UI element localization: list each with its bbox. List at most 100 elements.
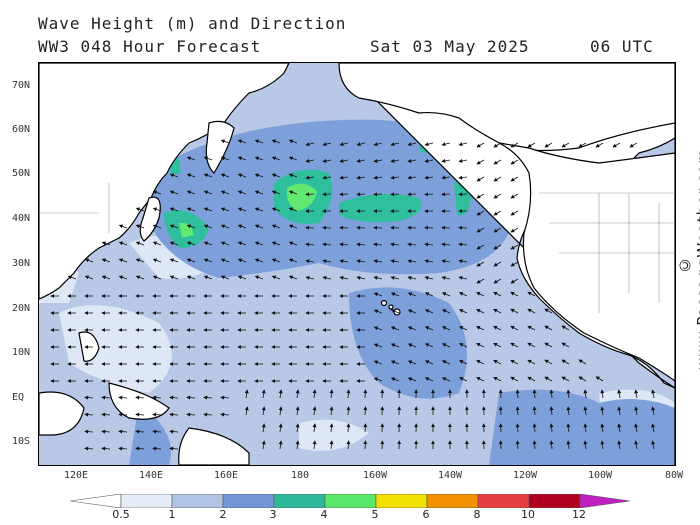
colorbar-min-arrow — [70, 494, 122, 508]
wave-arrow — [101, 412, 111, 417]
wave-arrow — [356, 158, 366, 163]
wave-arrow — [527, 308, 536, 314]
wave-arrow — [135, 241, 145, 246]
lat-label: EQ — [12, 392, 25, 403]
wave-arrow — [651, 423, 656, 433]
wave-arrow — [356, 192, 366, 197]
wave-arrow — [339, 142, 349, 147]
wave-arrow — [203, 395, 213, 400]
wave-arrow — [583, 389, 588, 399]
wave-arrow — [237, 207, 247, 212]
wave-arrow — [600, 423, 605, 433]
wave-arrow — [612, 142, 621, 148]
wave-arrow — [220, 156, 230, 161]
wave-arrow — [271, 224, 281, 229]
wave-arrow — [493, 377, 502, 382]
wave-arrow — [169, 190, 179, 195]
wave-arrow — [510, 210, 519, 216]
wave-arrow — [476, 159, 485, 165]
wave-arrow — [152, 258, 162, 263]
wave-arrow — [583, 440, 588, 450]
wave-arrow — [254, 207, 264, 212]
wave-arrow — [329, 389, 334, 399]
wave-arrow — [544, 308, 553, 314]
wave-arrow — [458, 142, 468, 147]
colorbar-label: 6 — [422, 508, 430, 521]
wave-arrow — [390, 326, 400, 331]
wave-arrow — [458, 259, 468, 264]
lat-label: 70N — [12, 80, 31, 91]
wave-arrow — [278, 406, 283, 416]
wave-arrow — [237, 241, 247, 246]
wave-height-map[interactable] — [38, 62, 676, 466]
forecast-date: Sat 03 May 2025 — [370, 37, 530, 56]
wave-arrow — [305, 142, 315, 147]
wave-arrow — [254, 139, 264, 144]
lon-label: 160E — [213, 470, 239, 481]
wave-arrow — [203, 412, 213, 417]
wave-arrow — [118, 446, 128, 451]
wave-arrow — [561, 142, 570, 148]
wave-arrow — [566, 389, 571, 399]
wave-arrow — [407, 326, 417, 331]
wave-arrow — [544, 376, 553, 382]
wave-arrow — [441, 158, 451, 163]
wave-arrow — [617, 389, 622, 399]
colorbar-segment — [324, 494, 377, 508]
wave-arrow — [407, 343, 417, 348]
lon-label: 120W — [512, 470, 538, 481]
wave-arrow — [458, 343, 468, 348]
wave-arrow — [152, 190, 162, 195]
wave-arrow — [356, 275, 366, 280]
forecast-time: 06 UTC — [590, 37, 654, 56]
wave-arrow — [515, 440, 520, 450]
wave-arrow — [441, 292, 451, 297]
wave-arrow — [373, 142, 383, 147]
wave-arrow — [373, 192, 383, 197]
colorbar-segment — [171, 494, 224, 508]
wave-arrow — [549, 406, 554, 416]
wave-arrow — [476, 309, 485, 314]
political-borders — [39, 183, 675, 313]
wave-arrow — [441, 326, 451, 331]
wave-arrow — [458, 292, 468, 297]
wave-arrow — [476, 193, 485, 199]
wave-arrow — [424, 259, 434, 264]
wave-arrow — [169, 241, 179, 246]
wave-arrow — [322, 242, 332, 247]
wave-arrow — [254, 275, 264, 280]
wave-arrow — [651, 389, 656, 399]
wave-arrow — [271, 207, 281, 212]
wave-arrow — [390, 360, 400, 365]
lat-label: 20N — [12, 303, 31, 314]
wave-arrow — [220, 190, 230, 195]
wave-arrow — [322, 142, 332, 147]
wave-arrow — [254, 173, 264, 178]
wave-arrow — [390, 175, 400, 180]
wave-arrow — [493, 176, 502, 182]
wave-arrow — [346, 440, 351, 450]
wave-arrow — [578, 376, 587, 382]
wave-arrow — [424, 326, 434, 331]
wave-arrow — [244, 406, 249, 416]
wave-arrow — [152, 241, 162, 246]
wave-arrow — [458, 377, 468, 382]
wave-arrow — [237, 224, 247, 229]
wave-arrow — [373, 158, 383, 163]
wave-arrow — [493, 292, 502, 297]
wave-arrow — [441, 360, 451, 365]
wave-arrow — [67, 275, 77, 280]
wave-arrow — [261, 440, 266, 450]
wave-arrow — [493, 326, 502, 331]
wave-arrow — [220, 173, 230, 178]
wave-arrow — [407, 175, 417, 180]
wave-arrow — [118, 258, 128, 263]
wave-arrow — [544, 359, 553, 365]
wave-arrow — [244, 389, 249, 399]
wave-arrow — [510, 142, 519, 148]
wave-arrow — [390, 275, 400, 280]
wave-arrow — [237, 275, 247, 280]
wave-arrow — [600, 440, 605, 450]
colorbar-label: 10 — [521, 508, 535, 521]
colorbar-label: 8 — [473, 508, 481, 521]
